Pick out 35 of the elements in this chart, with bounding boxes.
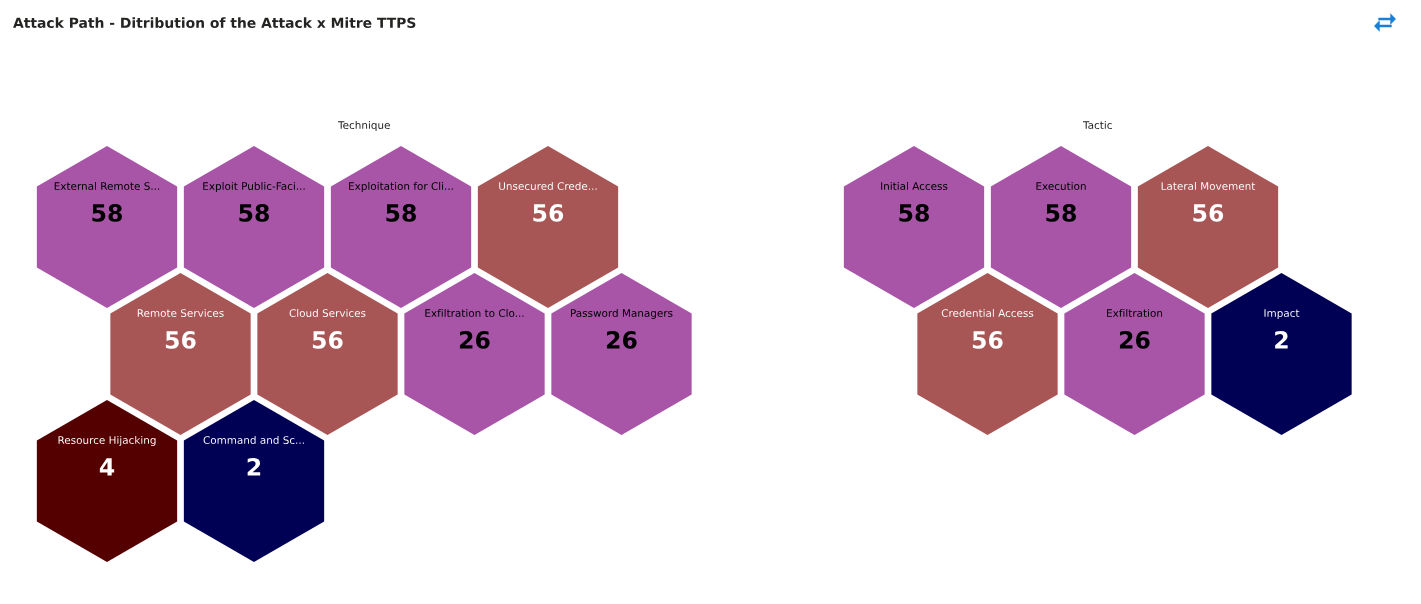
- category-label: Impact: [1264, 309, 1300, 320]
- category-label: Remote Services: [137, 308, 224, 318]
- category-label: Exfiltration: [1107, 308, 1163, 318]
- category-label: Resource Hijacking: [58, 435, 156, 447]
- text: Technique: [337, 120, 390, 132]
- data-label: 26: [606, 330, 637, 349]
- data-label: 56: [165, 331, 196, 349]
- data-label: 58: [386, 203, 416, 222]
- data-label: 2: [247, 457, 261, 476]
- category-label: Password Managers: [571, 308, 673, 320]
- category-label: Command and Sc...: [203, 435, 304, 445]
- data-label: 58: [1046, 203, 1076, 222]
- category-label: Initial Access: [881, 181, 948, 191]
- data-label: 2: [1275, 330, 1288, 349]
- category-label: Lateral Movement: [1161, 181, 1256, 191]
- category-label: Unsecured Crede...: [499, 181, 597, 191]
- category-label: Exfiltration to Clo...: [425, 308, 524, 318]
- data-label: 56: [1193, 204, 1224, 222]
- data-label: 56: [533, 204, 564, 222]
- category-label: External Remote S...: [54, 181, 160, 191]
- data-label: 56: [312, 331, 343, 349]
- category-label: Exploit Public-Faci...: [203, 181, 305, 193]
- data-label: 56: [972, 331, 1003, 349]
- category-label: Execution: [1036, 181, 1086, 191]
- data-label: 58: [239, 203, 269, 222]
- data-label: 58: [899, 203, 929, 222]
- data-label: 26: [459, 330, 490, 349]
- category-label: Cloud Services: [289, 308, 366, 318]
- data-label: 26: [1119, 330, 1150, 349]
- text: Tactic: [1082, 120, 1112, 130]
- text: Attack Path - Ditribution of the Attack x Mitre TTPS: [13, 17, 416, 29]
- data-label: 58: [92, 203, 122, 222]
- category-label: Credential Access: [941, 308, 1034, 318]
- data-label: 4: [99, 458, 115, 476]
- category-label: Exploitation for Cli...: [349, 181, 453, 193]
